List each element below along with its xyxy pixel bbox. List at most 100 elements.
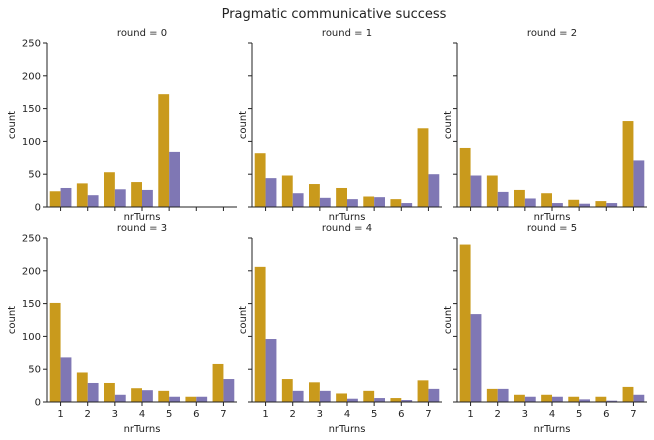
panel-round-0: round = 0 0 50 100 150 200 250 nrTurns count [7,28,237,223]
bar-s0-2 [487,389,498,402]
panels-group: round = 0050100150200250nrTurnscountroun… [7,28,647,435]
y-tick-label: 200 [22,71,41,82]
x-tick-label: 7 [220,409,226,420]
bar-s1-3 [115,395,126,402]
x-tick-label: 5 [576,409,582,420]
y-axis-label: count [7,111,18,139]
bar-s0-3 [309,184,320,207]
bar-s0-7 [418,380,429,402]
y-tick-label: 50 [28,365,41,376]
y-axis-label: count [443,306,454,334]
y-axis-label: count [7,306,18,334]
bar-s1-7 [223,379,234,402]
bar-s1-1 [471,314,482,402]
bar-s1-6 [401,203,412,207]
bar-s1-1 [61,188,72,207]
bar-s1-1 [266,178,277,207]
x-axis-label: nrTurns [534,212,571,223]
x-axis-label: nrTurns [124,424,161,435]
bar-s0-1 [255,153,266,207]
bar-s0-5 [158,391,169,402]
panel-round-5: round = 5 1 2 3 4 5 6 7 nrTurns count [443,223,647,435]
y-axis-label: count [238,111,249,139]
bar-s0-3 [104,383,115,402]
x-tick-label: 4 [549,409,555,420]
bar-s0-2 [77,372,88,402]
bar-s1-2 [88,195,99,207]
panel-round-2: round = 2 nrTurns count [443,28,647,223]
x-tick-label: 7 [425,409,431,420]
bar-s0-6 [390,398,401,402]
bar-s1-1 [266,339,277,402]
bar-s0-6 [390,199,401,207]
y-tick-label: 0 [35,398,41,409]
y-tick-label: 200 [22,266,41,277]
bar-s1-4 [142,190,153,207]
bar-s1-4 [142,390,153,402]
x-tick-label: 1 [467,409,473,420]
bar-s0-1 [50,303,61,402]
y-tick-label: 100 [22,332,41,343]
bar-s1-4 [347,199,358,207]
bar-s0-7 [623,387,634,402]
bar-s0-2 [77,183,88,207]
y-axis-label: count [443,111,454,139]
x-tick-label: 5 [371,409,377,420]
bar-s0-2 [282,379,293,402]
y-tick-label: 0 [35,203,41,214]
x-tick-label: 2 [290,409,296,420]
bar-s0-3 [104,172,115,207]
bar-s1-5 [169,152,180,207]
bar-s1-5 [374,197,385,207]
bar-s0-3 [309,382,320,402]
bar-s0-5 [158,94,169,207]
bar-s1-4 [552,397,563,402]
bar-s1-2 [88,383,99,402]
x-tick-label: 6 [398,409,404,420]
x-axis-label: nrTurns [329,212,366,223]
bar-s1-3 [525,198,536,207]
bar-s1-6 [606,203,617,207]
bar-s1-2 [293,391,304,402]
bar-s0-7 [623,121,634,207]
bar-s0-1 [460,245,471,402]
panel-round-4: round = 4 1 2 3 4 5 6 7 nrTurns count [238,223,442,435]
x-tick-label: 4 [139,409,145,420]
bar-s1-1 [61,357,72,402]
bar-s0-1 [255,267,266,402]
bar-s0-3 [514,395,525,402]
x-axis-label: nrTurns [534,424,571,435]
y-tick-label: 100 [22,137,41,148]
y-tick-label: 250 [22,234,41,245]
x-tick-label: 1 [262,409,268,420]
x-axis-label: nrTurns [124,212,161,223]
bar-s0-2 [487,176,498,207]
x-tick-label: 2 [495,409,501,420]
bar-s0-4 [131,182,142,207]
bar-s0-4 [131,388,142,402]
bar-s1-3 [320,198,331,207]
bar-s0-2 [282,176,293,207]
x-tick-label: 1 [57,409,63,420]
bar-s1-3 [115,189,126,207]
x-tick-label: 6 [193,409,199,420]
panel-title: round = 1 [322,28,372,39]
bar-s0-6 [595,201,606,207]
x-tick-label: 2 [85,409,91,420]
panel-title: round = 4 [322,223,372,234]
x-tick-label: 4 [344,409,350,420]
figure-title: Pragmatic communicative success [222,7,447,22]
y-tick-label: 250 [22,39,41,50]
bar-s1-2 [498,389,509,402]
x-axis-label: nrTurns [329,424,366,435]
x-tick-label: 6 [603,409,609,420]
x-tick-label: 3 [522,409,528,420]
x-tick-label: 5 [166,409,172,420]
x-tick-label: 3 [112,409,118,420]
bar-s0-6 [185,397,196,402]
bar-s0-5 [568,200,579,207]
panel-title: round = 3 [117,223,167,234]
bar-s0-6 [595,397,606,402]
bar-s1-5 [169,397,180,402]
